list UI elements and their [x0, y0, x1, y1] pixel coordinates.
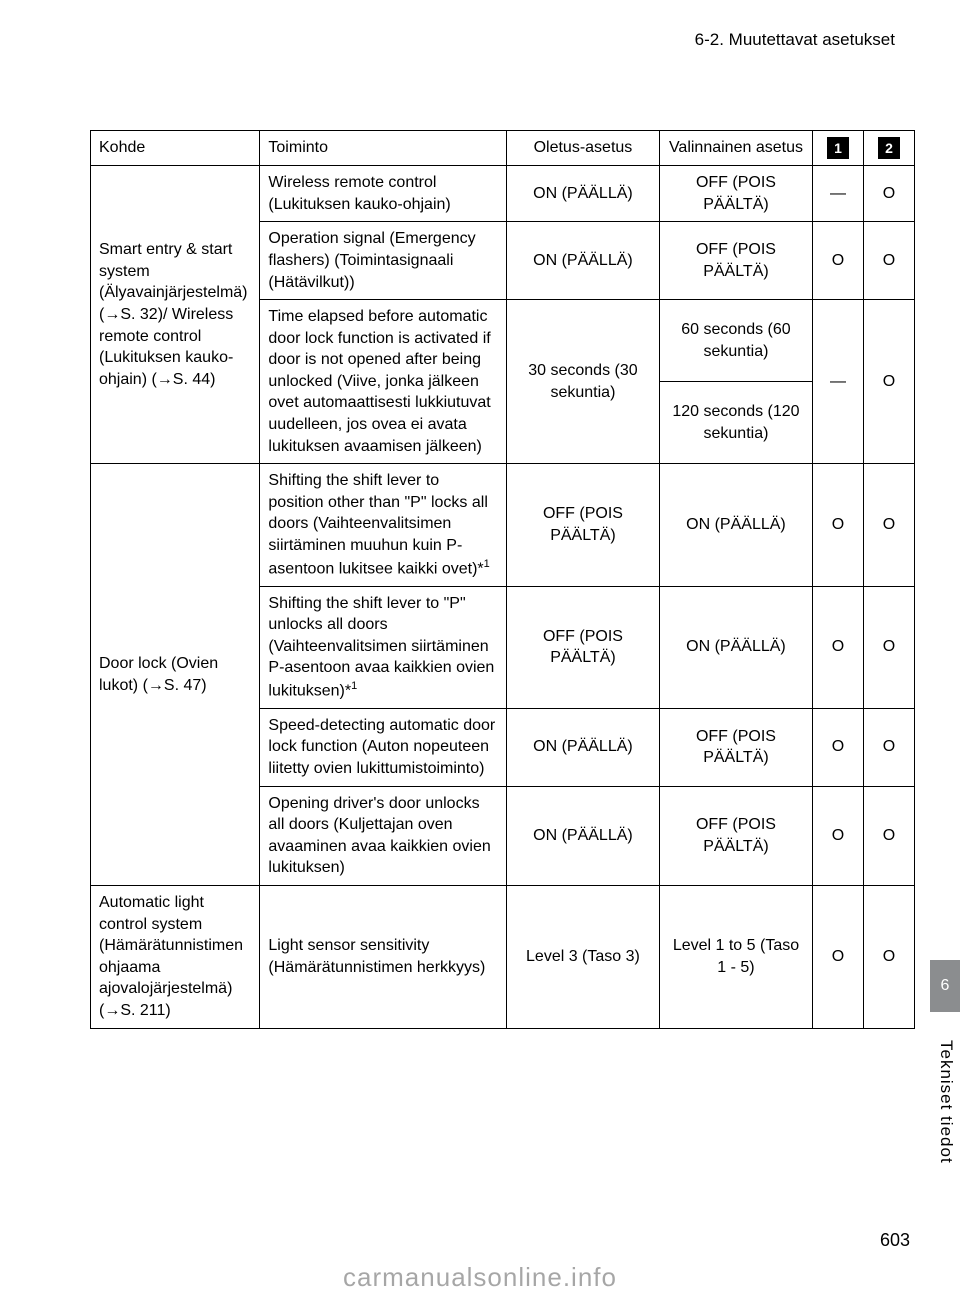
cell-c1: — [812, 166, 863, 222]
header-oletus: Oletus-asetus [506, 131, 659, 166]
cell-valinnainen: OFF (POIS PÄÄLTÄ) [659, 708, 812, 786]
table-row: Smart entry & start system (Älyavainjärj… [91, 166, 915, 222]
cell-oletus: 30 seconds (30 sekuntia) [506, 300, 659, 464]
cell-kohde: Automatic light control system (Hämärätu… [91, 886, 260, 1029]
cell-oletus: ON (PÄÄLLÄ) [506, 786, 659, 885]
header-toiminto: Toiminto [260, 131, 507, 166]
cell-text: Shifting the shift lever to position oth… [268, 472, 487, 577]
number-badge-icon: 2 [878, 137, 900, 159]
cell-toiminto: Time elapsed before automatic door lock … [260, 300, 507, 464]
cell-c2: O [863, 708, 914, 786]
cell-text: Shifting the shift lever to "P" unlocks … [268, 595, 494, 700]
cell-toiminto: Speed-detecting automatic door lock func… [260, 708, 507, 786]
superscript: 1 [351, 680, 357, 692]
page-number: 603 [880, 1230, 910, 1251]
cell-valinnainen: 120 seconds (120 sekuntia) [659, 382, 812, 464]
cell-valinnainen: ON (PÄÄLLÄ) [659, 586, 812, 708]
cell-toiminto: Operation signal (Emergency flashers) (T… [260, 222, 507, 300]
chapter-label: Tekniset tiedot [936, 1040, 956, 1164]
cell-toiminto: Opening driver's door unlocks all doors … [260, 786, 507, 885]
chapter-tab: 6 [930, 960, 960, 1012]
header-icon-1: 1 [812, 131, 863, 166]
header-kohde: Kohde [91, 131, 260, 166]
cell-c1: O [812, 886, 863, 1029]
cell-c2: O [863, 166, 914, 222]
cell-c1: O [812, 586, 863, 708]
cell-valinnainen: OFF (POIS PÄÄLTÄ) [659, 222, 812, 300]
header-valinnainen: Valinnainen asetus [659, 131, 812, 166]
cell-valinnainen: ON (PÄÄLLÄ) [659, 464, 812, 586]
cell-kohde: Door lock (Ovien lukot) (→S. 47) [91, 464, 260, 886]
cell-c1: O [812, 708, 863, 786]
cell-c2: O [863, 222, 914, 300]
cell-c1: O [812, 786, 863, 885]
cell-c2: O [863, 586, 914, 708]
cell-c1: — [812, 300, 863, 464]
cell-oletus: Level 3 (Taso 3) [506, 886, 659, 1029]
superscript: 1 [484, 558, 490, 570]
table-row: Door lock (Ovien lukot) (→S. 47) Shiftin… [91, 464, 915, 586]
cell-c2: O [863, 886, 914, 1029]
cell-c2: O [863, 300, 914, 464]
number-badge-icon: 1 [827, 137, 849, 159]
cell-valinnainen: OFF (POIS PÄÄLTÄ) [659, 166, 812, 222]
cell-toiminto: Light sensor sensitivity (Hämärätunnisti… [260, 886, 507, 1029]
cell-toiminto: Wireless remote control (Lukituksen kauk… [260, 166, 507, 222]
header-icon-2: 2 [863, 131, 914, 166]
cell-oletus: OFF (POIS PÄÄLTÄ) [506, 464, 659, 586]
cell-oletus: ON (PÄÄLLÄ) [506, 166, 659, 222]
cell-valinnainen: OFF (POIS PÄÄLTÄ) [659, 786, 812, 885]
cell-kohde: Smart entry & start system (Älyavainjärj… [91, 166, 260, 464]
cell-c1: O [812, 464, 863, 586]
settings-table: Kohde Toiminto Oletus-asetus Valinnainen… [90, 130, 915, 1029]
cell-c1: O [812, 222, 863, 300]
section-header: 6-2. Muutettavat asetukset [90, 30, 915, 50]
cell-oletus: ON (PÄÄLLÄ) [506, 222, 659, 300]
cell-c2: O [863, 786, 914, 885]
cell-toiminto: Shifting the shift lever to "P" unlocks … [260, 586, 507, 708]
watermark: carmanualsonline.info [343, 1262, 617, 1293]
table-row: Automatic light control system (Hämärätu… [91, 886, 915, 1029]
cell-valinnainen: 60 seconds (60 sekuntia) [659, 300, 812, 382]
cell-valinnainen: Level 1 to 5 (Taso 1 - 5) [659, 886, 812, 1029]
cell-oletus: ON (PÄÄLLÄ) [506, 708, 659, 786]
cell-oletus: OFF (POIS PÄÄLTÄ) [506, 586, 659, 708]
cell-c2: O [863, 464, 914, 586]
cell-toiminto: Shifting the shift lever to position oth… [260, 464, 507, 586]
